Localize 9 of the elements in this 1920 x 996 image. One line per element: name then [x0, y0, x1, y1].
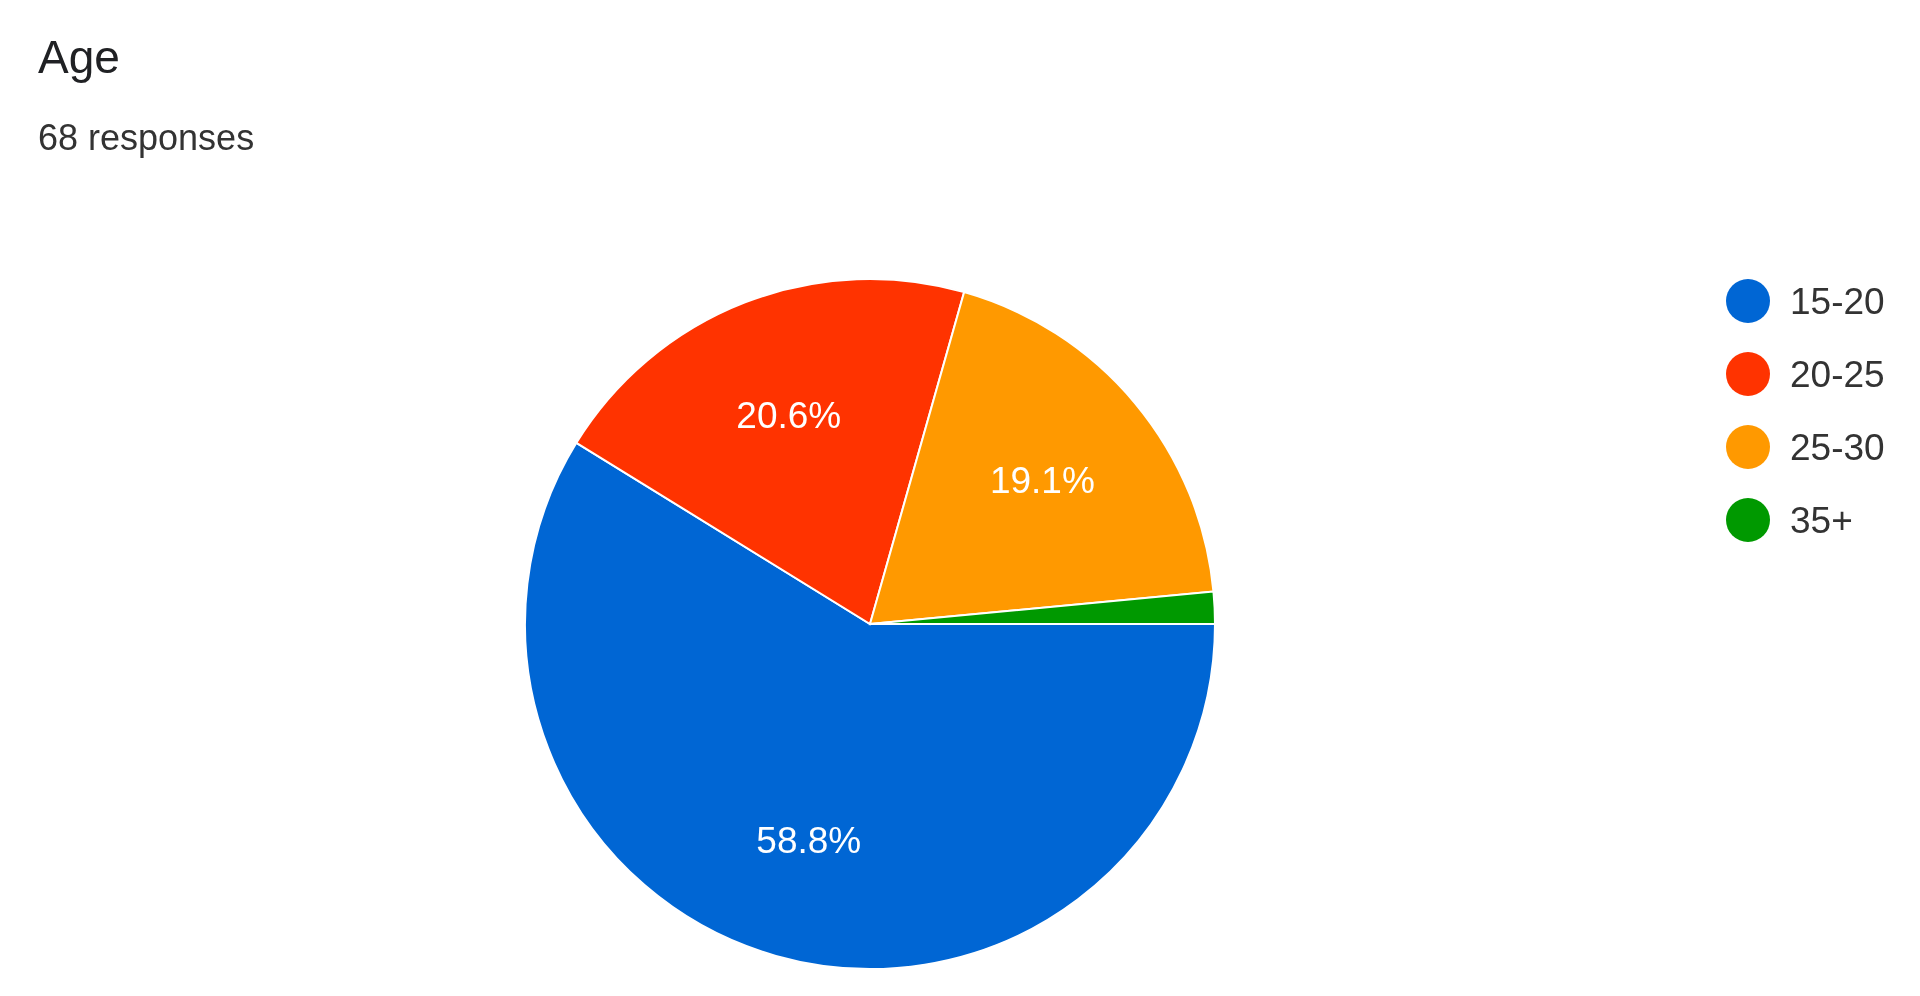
legend-label: 25-30 — [1790, 426, 1885, 468]
legend-label: 20-25 — [1790, 353, 1885, 395]
text: 68 responses — [38, 117, 255, 158]
data-label: 19.1% — [989, 460, 1095, 502]
data-label: 58.8% — [756, 819, 862, 861]
legend-label: 15-20 — [1790, 280, 1885, 322]
text: Age — [38, 31, 120, 83]
data-label: 20.6% — [736, 394, 842, 436]
legend-label: 35+ — [1790, 499, 1853, 541]
